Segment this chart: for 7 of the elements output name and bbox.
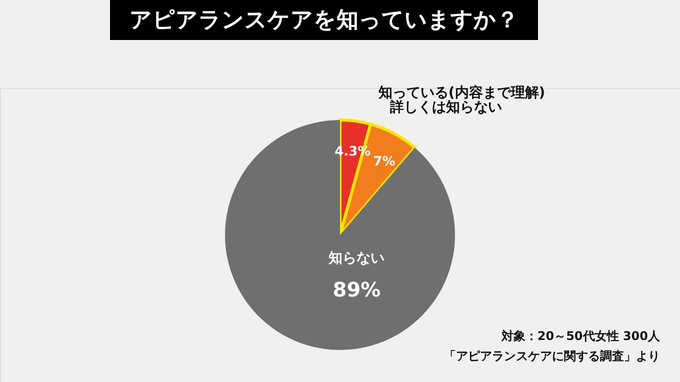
slice-label: 知らない (328, 250, 385, 266)
chart-title: アピアランスケアを知っていますか？ (130, 8, 518, 33)
data-label: 7% (373, 154, 396, 170)
slice-label: 詳しくは知らない (388, 98, 502, 116)
data-label: 89% (332, 277, 381, 302)
text: 「アピアランスケアに関する調査」より (444, 349, 660, 363)
text: 対象：20～50代女性 300人 (500, 329, 661, 343)
